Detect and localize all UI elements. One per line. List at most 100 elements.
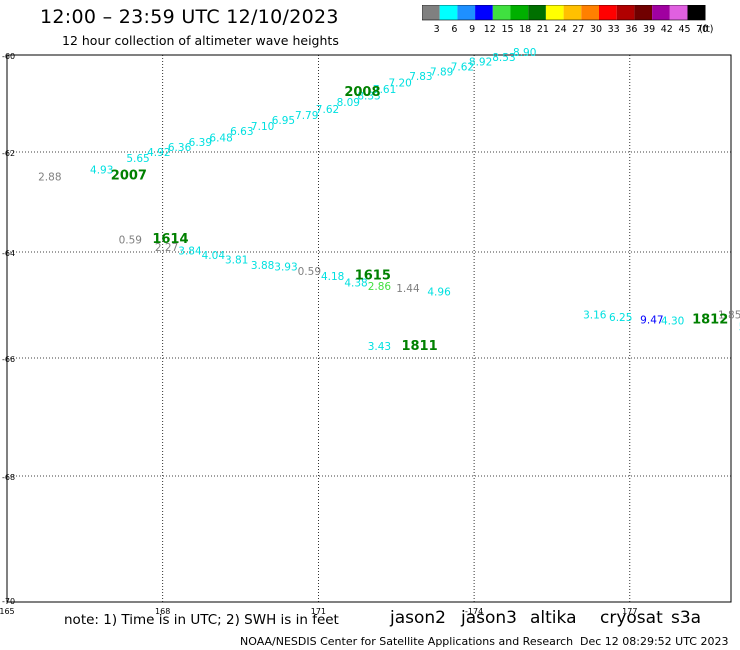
map-subtitle: 12 hour collection of altimeter wave hei… xyxy=(62,33,339,48)
longitude-tick-label: 171 xyxy=(311,607,326,616)
legend-frame xyxy=(422,5,706,21)
pass-time-label: 2008 xyxy=(344,85,380,100)
legend-swatch xyxy=(422,5,440,20)
legend-tick-label: 36 xyxy=(625,24,637,35)
satellite-label-jason2: jason2 xyxy=(390,608,446,628)
wave-height-observation: 6.39 xyxy=(189,137,212,149)
wave-height-observation: 6.25 xyxy=(609,312,632,324)
wave-height-color-legend: 3 6 9 12 15 18 21 24 27 30 33 36 39 42 45 70(ft) xyxy=(422,5,714,35)
latitude-tick-label: -66 xyxy=(2,355,15,364)
pass-time-label: 1614 xyxy=(152,232,188,247)
wave-height-observation: 6.95 xyxy=(272,115,295,127)
wave-height-observation: 7.62 xyxy=(451,62,474,74)
wave-height-observation: 7.10 xyxy=(251,121,274,133)
wave-height-observation: 4.04 xyxy=(202,250,226,262)
pass-time-label: 1615 xyxy=(355,269,391,284)
legend-tick-label: 15 xyxy=(501,24,513,35)
generation-timestamp: Dec 12 08:29:52 UTC 2023 xyxy=(580,635,729,648)
legend-swatch xyxy=(563,5,582,20)
legend-tick-label: 39 xyxy=(643,24,655,35)
wave-height-observation: 2.88 xyxy=(38,172,61,184)
legend-swatch xyxy=(492,5,511,20)
pass-time-label: 1812 xyxy=(692,313,728,328)
legend-swatch xyxy=(439,5,458,20)
latitude-tick-label: -62 xyxy=(2,149,15,158)
wave-height-observation: 0.59 xyxy=(119,235,142,247)
map-frame xyxy=(6,54,732,603)
legend-tick-label: 27 xyxy=(572,24,584,35)
wave-height-observation: 2.86 xyxy=(368,281,392,293)
wave-height-observation: 4.93 xyxy=(90,165,113,177)
wave-height-observation: 4.18 xyxy=(321,271,344,283)
satellite-label-s3a: s3a xyxy=(671,608,702,628)
wave-height-observation: 7.89 xyxy=(430,66,453,78)
wave-height-observation: 3.84 xyxy=(178,246,202,258)
latitude-tick-label: -70 xyxy=(2,597,15,606)
map-title: 12:00 – 23:59 UTC 12/10/2023 xyxy=(40,6,339,28)
wave-height-observation: 4.96 xyxy=(427,286,451,298)
legend-tick-label: 70 xyxy=(696,24,708,35)
credit-line: NOAA/NESDIS Center for Satellite Applica… xyxy=(240,635,574,648)
legend-tick-label: 18 xyxy=(519,24,531,35)
wave-height-observation: 1.44 xyxy=(396,283,420,295)
longitude-tick-label: 168 xyxy=(155,607,170,616)
wave-height-observation: 3.43 xyxy=(368,341,391,353)
legend-swatch xyxy=(475,5,493,20)
wave-height-observation: 8.33 xyxy=(357,91,380,103)
wave-height-observation: 7.62 xyxy=(316,104,339,116)
legend-tick-label: 30 xyxy=(590,24,602,35)
legend-swatch xyxy=(510,5,529,20)
wave-height-observation: 8.09 xyxy=(337,97,360,109)
legend-swatch xyxy=(669,5,688,20)
legend-tick-label: 21 xyxy=(537,24,549,35)
latitude-tick-label: -60 xyxy=(2,52,15,61)
legend-swatch xyxy=(581,5,599,20)
legend-swatch xyxy=(545,5,564,20)
wave-height-observation: 5.15 xyxy=(739,321,740,333)
legend-tick-label: 3 xyxy=(434,24,440,35)
pass-time-label: 2007 xyxy=(111,169,147,184)
wave-height-observation: 7.83 xyxy=(409,71,432,83)
legend-unit: (ft) xyxy=(699,24,713,35)
wave-height-observation: 6.48 xyxy=(209,132,232,144)
legend-tick-label: 6 xyxy=(451,24,457,35)
pass-time-label: 1811 xyxy=(401,339,437,354)
wave-height-observation: 0.59 xyxy=(298,266,321,278)
legend-swatch xyxy=(687,5,706,20)
wave-height-observation: 3.16 xyxy=(583,309,607,321)
wave-height-observation: 4.38 xyxy=(344,277,367,289)
legend-swatch xyxy=(457,5,476,20)
legend-swatch xyxy=(528,5,546,20)
legend-swatch xyxy=(652,5,670,20)
wave-height-observation: 3.88 xyxy=(251,260,274,272)
wave-height-observation: 3.93 xyxy=(274,262,297,274)
legend-tick-label: 42 xyxy=(661,24,673,35)
satellite-label-altika: altika xyxy=(530,608,577,628)
wave-height-observation: 6.36 xyxy=(168,142,192,154)
legend-tick-label: 45 xyxy=(678,24,690,35)
wave-height-observation: 8.53 xyxy=(492,52,515,64)
wave-height-observation: 4.30 xyxy=(661,316,684,328)
satellite-label-jason3: jason3 xyxy=(461,608,517,628)
wave-height-observation: 7.20 xyxy=(388,78,411,90)
wave-height-observation: 2.27 xyxy=(155,242,178,254)
wave-height-observation: 4.92 xyxy=(147,147,170,159)
legend-swatch xyxy=(599,5,617,20)
wave-height-observation: 7.61 xyxy=(373,84,396,96)
units-note: note: 1) Time is in UTC; 2) SWH is in fe… xyxy=(64,612,339,628)
wave-height-observation: 5.65 xyxy=(126,153,149,165)
latitude-tick-label: -64 xyxy=(2,249,15,258)
legend-swatch xyxy=(634,5,653,20)
legend-tick-label: 12 xyxy=(484,24,496,35)
wave-height-observation: 7.79 xyxy=(295,110,318,122)
latitude-tick-label: -68 xyxy=(2,473,15,482)
legend-tick-label: 24 xyxy=(555,24,567,35)
longitude-tick-label: 165 xyxy=(0,607,15,616)
legend-tick-label: 9 xyxy=(469,24,475,35)
wave-height-observation: 8.92 xyxy=(469,57,492,69)
legend-swatch xyxy=(616,5,635,20)
wave-height-observation: 3.81 xyxy=(225,255,248,267)
wave-height-observation: 8.90 xyxy=(513,47,536,59)
legend-tick-label: 33 xyxy=(608,24,620,35)
